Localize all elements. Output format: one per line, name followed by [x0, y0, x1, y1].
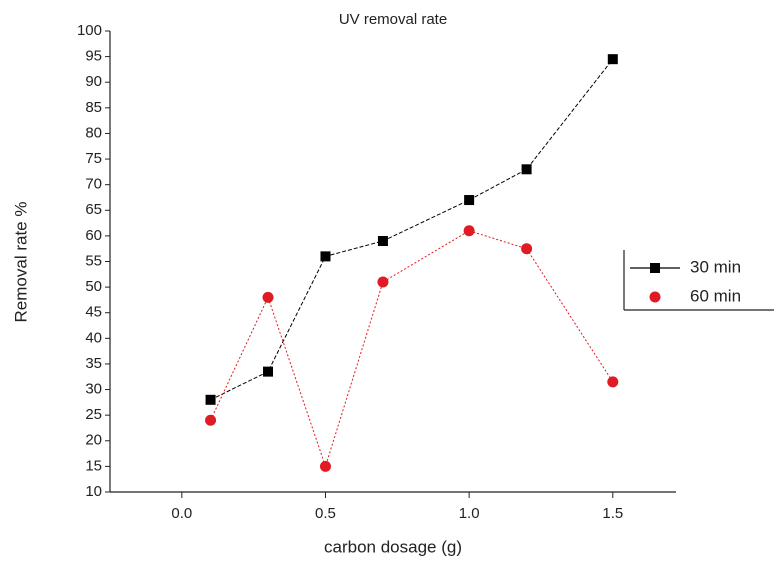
x-axis-label: carbon dosage (g) — [324, 537, 462, 556]
y-tick-label: 45 — [85, 304, 102, 321]
legend-marker — [650, 263, 660, 273]
y-tick-label: 40 — [85, 329, 102, 346]
point — [521, 164, 532, 175]
legend-label: 30 min — [690, 257, 741, 276]
point — [319, 460, 331, 472]
y-tick-label: 80 — [85, 124, 102, 141]
legend-label: 60 min — [690, 286, 741, 305]
legend-marker — [649, 291, 661, 303]
y-tick-label: 25 — [85, 406, 102, 423]
point — [607, 376, 619, 388]
point — [205, 394, 216, 405]
point — [607, 54, 618, 65]
series-line — [210, 230, 614, 469]
y-tick-label: 60 — [85, 227, 102, 244]
y-tick-label: 75 — [85, 150, 102, 167]
y-tick-label: 85 — [85, 99, 102, 116]
chart-title: UV removal rate — [339, 11, 447, 28]
point — [377, 276, 389, 288]
point — [263, 366, 274, 377]
x-tick-label: 1.5 — [602, 505, 623, 522]
y-tick-label: 65 — [85, 201, 102, 218]
y-tick-label: 90 — [85, 73, 102, 90]
y-tick-label: 15 — [85, 457, 102, 474]
y-axis-label: Removal rate % — [11, 202, 30, 323]
point — [262, 291, 274, 303]
point — [463, 225, 475, 237]
y-tick-label: 10 — [85, 483, 102, 500]
x-tick-label: 0.0 — [171, 505, 192, 522]
y-tick-label: 35 — [85, 355, 102, 372]
point — [521, 243, 533, 255]
x-tick-label: 1.0 — [459, 505, 480, 522]
point — [205, 414, 217, 426]
point — [320, 251, 331, 262]
y-tick-label: 55 — [85, 252, 102, 269]
x-tick-label: 0.5 — [315, 505, 336, 522]
y-tick-label: 50 — [85, 278, 102, 295]
y-tick-label: 95 — [85, 48, 102, 65]
point — [377, 236, 388, 247]
point — [464, 195, 475, 206]
y-tick-label: 20 — [85, 432, 102, 449]
series-line — [210, 58, 614, 401]
y-tick-label: 30 — [85, 381, 102, 398]
y-tick-label: 70 — [85, 176, 102, 193]
y-tick-label: 100 — [77, 22, 102, 39]
